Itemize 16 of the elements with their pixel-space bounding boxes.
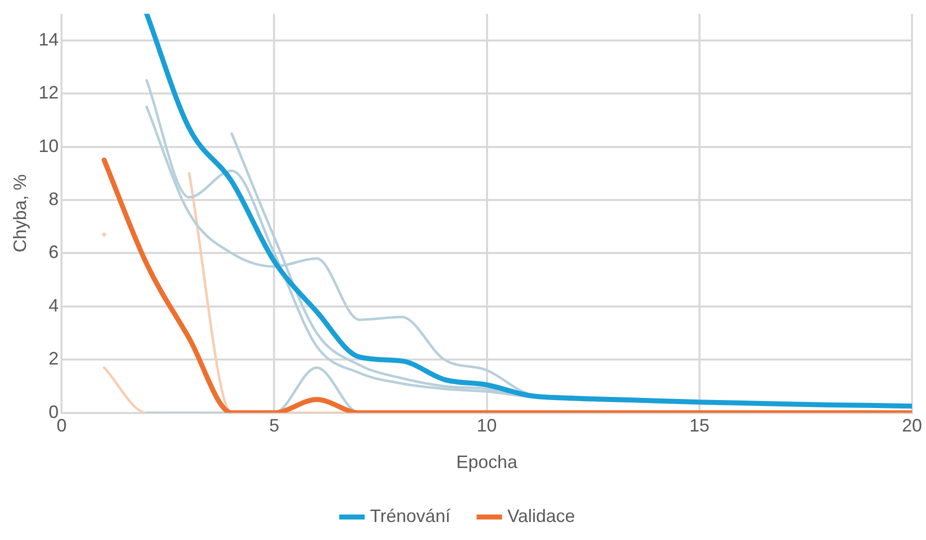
y-tick-label: 0 bbox=[48, 402, 59, 422]
y-tick-label: 2 bbox=[48, 348, 59, 369]
y-tick-label: 14 bbox=[38, 29, 59, 50]
legend-label: Trénování bbox=[370, 506, 450, 526]
x-tick-label: 5 bbox=[269, 416, 280, 436]
x-axis-title: Epocha bbox=[456, 452, 518, 472]
x-tick-label: 10 bbox=[476, 416, 497, 436]
y-tick-label: 6 bbox=[48, 242, 59, 262]
y-tick-label: 10 bbox=[38, 136, 59, 156]
y-axis-title: Chyba, % bbox=[10, 174, 30, 252]
y-tick-label: 12 bbox=[38, 82, 59, 103]
legend-label: Validace bbox=[507, 506, 576, 526]
y-tick-label: 4 bbox=[48, 295, 59, 316]
x-tick-label: 20 bbox=[902, 416, 922, 436]
x-tick-label: 15 bbox=[689, 416, 710, 436]
y-tick-label: 8 bbox=[48, 188, 59, 209]
